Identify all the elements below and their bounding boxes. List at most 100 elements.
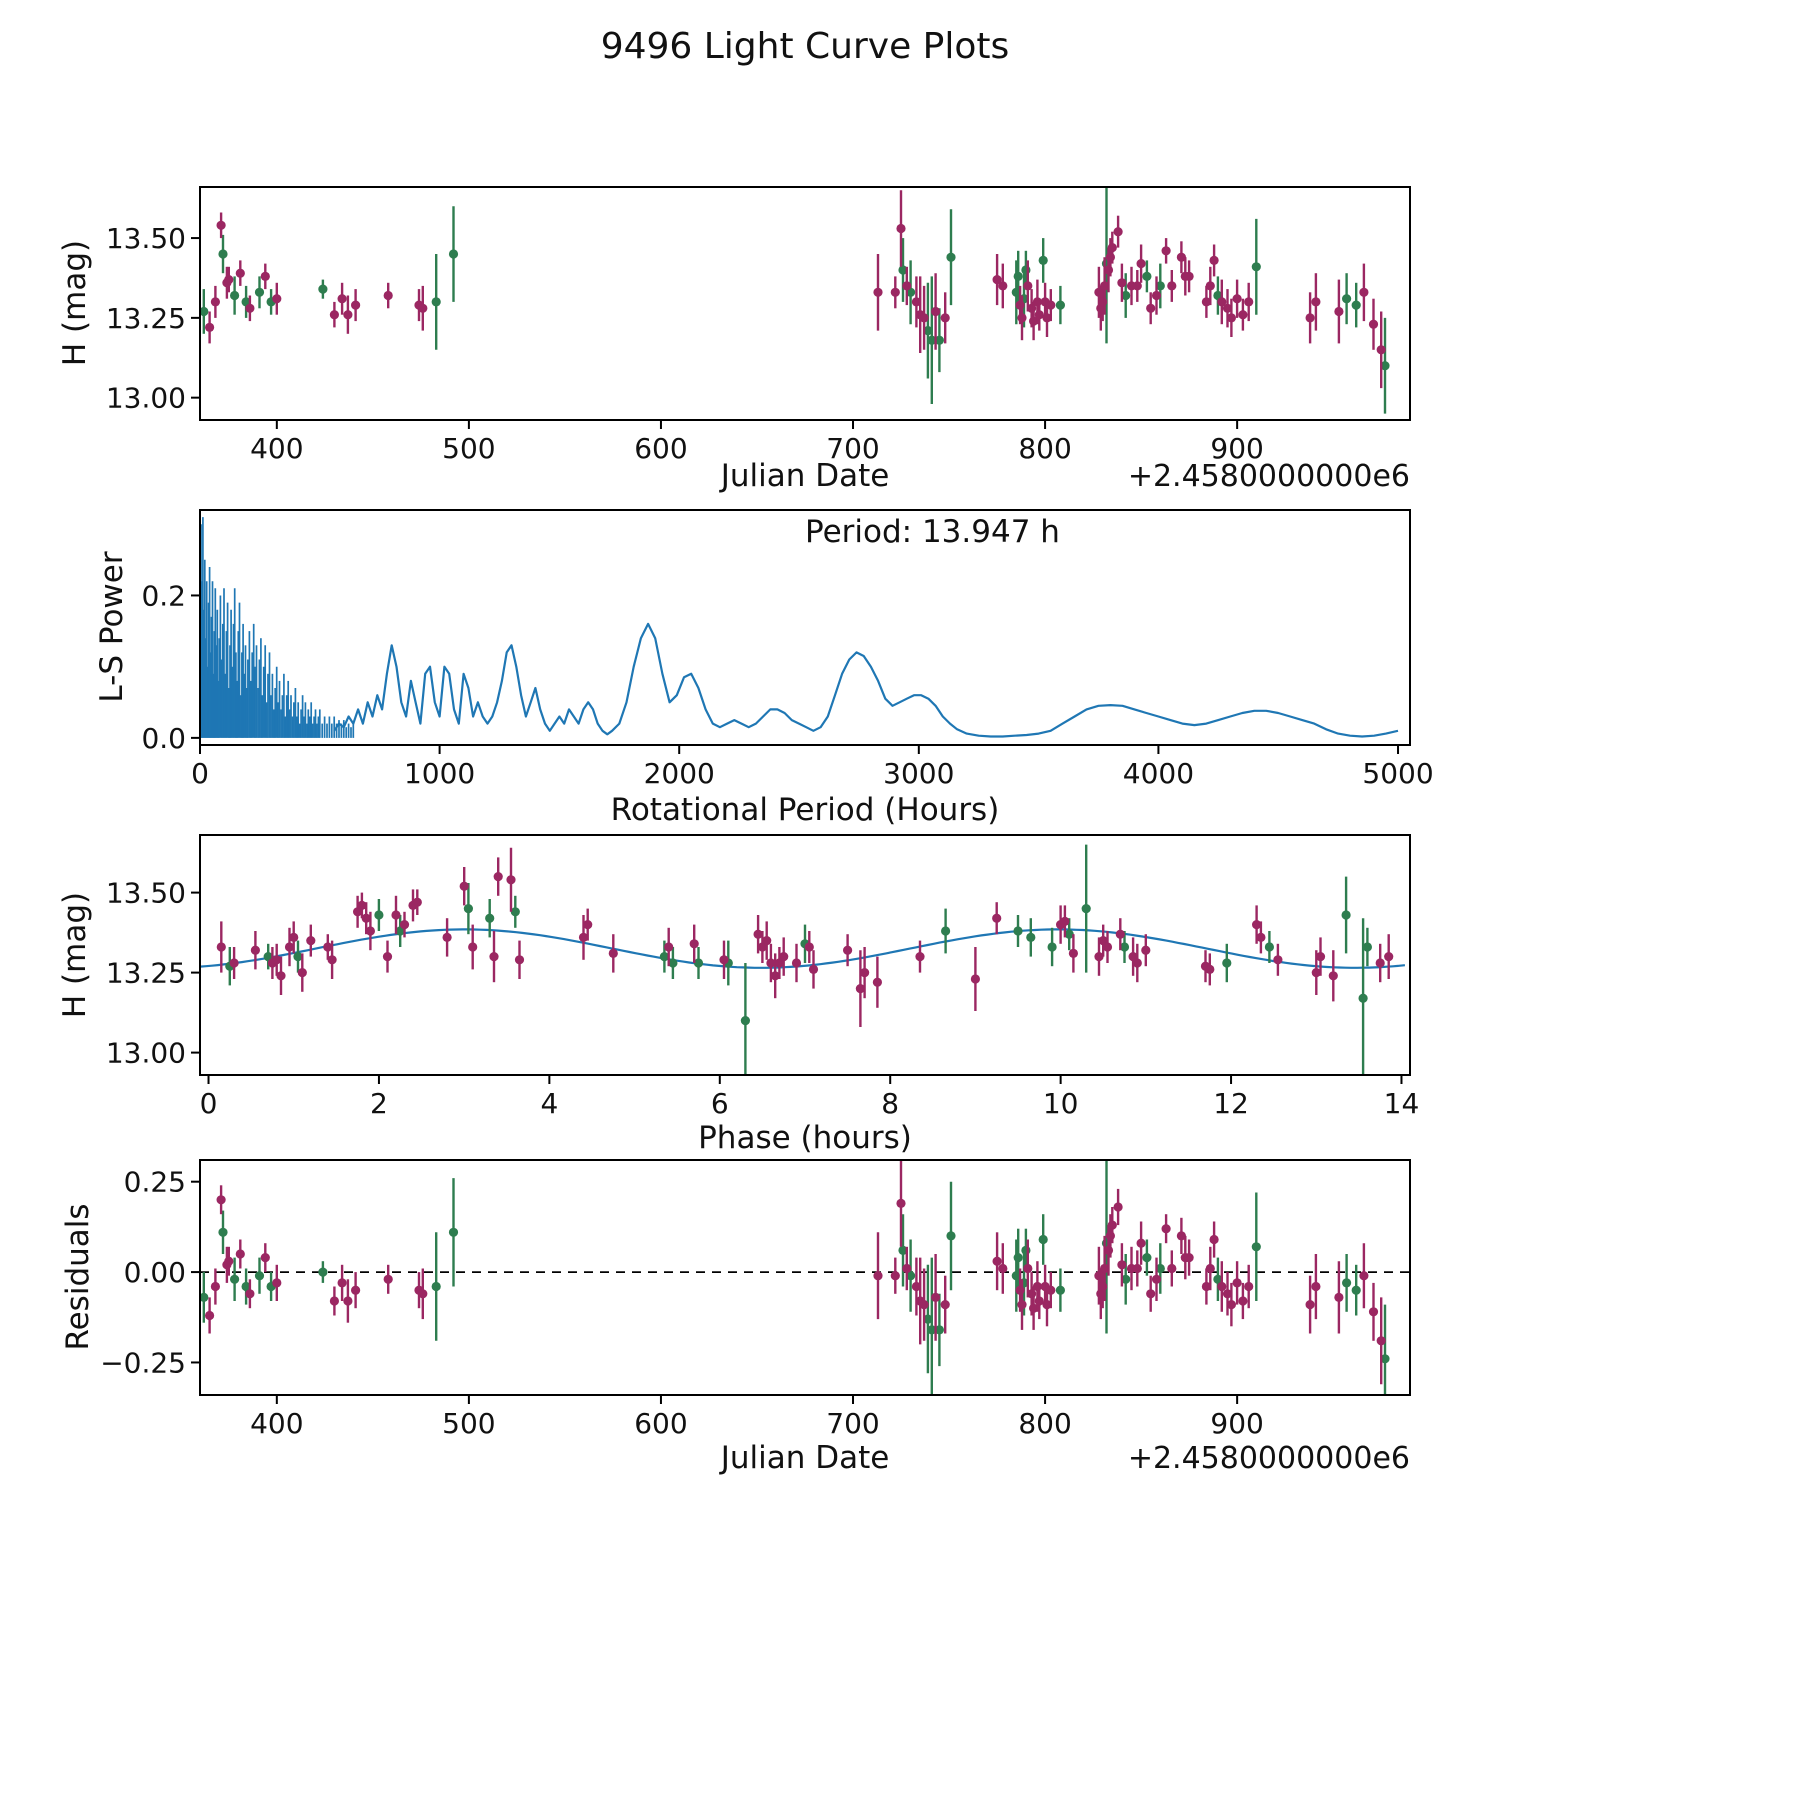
data-point (510, 907, 520, 917)
data-point (779, 952, 789, 962)
data-point (753, 929, 763, 939)
data-point (1351, 1285, 1361, 1295)
data-point (940, 1300, 950, 1310)
data-point (1055, 300, 1065, 310)
data-point (459, 881, 469, 891)
data-point (1167, 281, 1177, 291)
data-point (927, 335, 937, 345)
data-point (1013, 271, 1023, 281)
data-point (927, 1325, 937, 1335)
data-point (1034, 1296, 1044, 1306)
data-point (245, 1289, 255, 1299)
data-point (902, 1263, 912, 1274)
data-point (998, 1263, 1008, 1274)
y-axis-label-h-mag-phase: H (mag) (57, 891, 93, 1019)
data-point (1103, 265, 1114, 275)
data-point (1380, 361, 1390, 371)
x-axis-offset-text-top: +2.4580000000e6 (1127, 459, 1410, 494)
x-tick-label: 5000 (1362, 757, 1433, 790)
data-point (970, 974, 981, 984)
data-point (1027, 1289, 1037, 1299)
data-point (1238, 310, 1248, 320)
data-point (448, 1227, 459, 1237)
y-axis-label-residuals: Residuals (60, 1203, 96, 1351)
data-point (431, 1281, 441, 1292)
data-point (1251, 1242, 1261, 1252)
y-tick-label: 13.50 (106, 877, 186, 910)
y-tick-label: 0.0 (141, 722, 186, 755)
data-point (1013, 1253, 1023, 1263)
data-point (1046, 1285, 1056, 1295)
data-point (896, 1198, 906, 1208)
data-point (374, 910, 384, 920)
data-point (992, 275, 1002, 285)
data-point (1155, 1263, 1165, 1274)
x-tick-label: 0 (191, 757, 209, 790)
data-point (1201, 1281, 1211, 1292)
data-point (1023, 281, 1033, 291)
data-point (906, 1271, 916, 1281)
y-tick-label: 13.25 (106, 957, 186, 990)
data-point (1115, 929, 1125, 939)
panel-phase-folded: 0 2 4 6 8 10 12 14 13.00 13.25 13.50 (106, 834, 1419, 1120)
data-point (689, 939, 699, 949)
data-point (399, 920, 410, 930)
data-point (343, 1296, 353, 1306)
data-point (1094, 952, 1104, 962)
y-tick-label: 13.00 (106, 382, 186, 415)
x-tick-label: 2000 (644, 757, 715, 790)
data-point (210, 1281, 220, 1292)
data-point (272, 1278, 282, 1288)
x-axis-label-julian-date-bottom: Julian Date (720, 1440, 890, 1476)
x-tick-label: 4 (540, 1087, 558, 1120)
figure-title: 9496 Light Curve Plots (600, 26, 1010, 67)
data-point (1184, 1253, 1194, 1263)
data-point (1034, 310, 1044, 320)
data-point (1201, 297, 1211, 307)
data-point (329, 1296, 339, 1306)
y-tick-label: 0.2 (141, 579, 186, 612)
data-point (890, 287, 900, 297)
x-tick-label: 700 (826, 1407, 879, 1440)
data-point (659, 952, 670, 962)
data-point (668, 958, 678, 968)
data-point (1311, 968, 1321, 978)
data-point (1213, 1274, 1223, 1284)
data-point (1209, 1234, 1219, 1245)
data-point (1113, 227, 1123, 237)
data-point (873, 287, 883, 297)
data-point (383, 1274, 393, 1284)
data-point (216, 942, 226, 952)
periodogram-curve (333, 622, 1399, 738)
data-point (1155, 281, 1165, 291)
data-point (1222, 303, 1233, 313)
data-point (218, 1227, 228, 1237)
data-point (896, 223, 906, 234)
series-green (200, 187, 1390, 414)
data-point (1105, 252, 1115, 262)
data-point (1251, 262, 1261, 272)
data-point (1176, 1231, 1186, 1241)
data-point (1305, 1300, 1315, 1310)
data-point (1368, 319, 1379, 329)
data-point (1376, 1336, 1386, 1346)
panel-periodogram: 0 1000 2000 3000 4000 5000 0.0 0.2 (141, 509, 1434, 790)
data-point (1273, 955, 1283, 965)
x-tick-label: 500 (442, 1407, 495, 1440)
data-point (289, 932, 299, 943)
data-point (463, 904, 473, 914)
data-point (210, 297, 220, 307)
data-point (1046, 300, 1056, 310)
data-point (1358, 993, 1368, 1003)
data-point (514, 955, 525, 965)
data-point (218, 249, 228, 259)
x-axis-offset-text-bottom: +2.4580000000e6 (1127, 1441, 1410, 1476)
data-point (383, 290, 393, 301)
data-point (902, 281, 912, 291)
y-tick-label: 13.25 (106, 302, 186, 335)
data-point (1342, 1278, 1352, 1288)
data-point (1141, 945, 1151, 955)
data-point (923, 1314, 933, 1324)
y-tick-label: 0.25 (124, 1166, 186, 1199)
